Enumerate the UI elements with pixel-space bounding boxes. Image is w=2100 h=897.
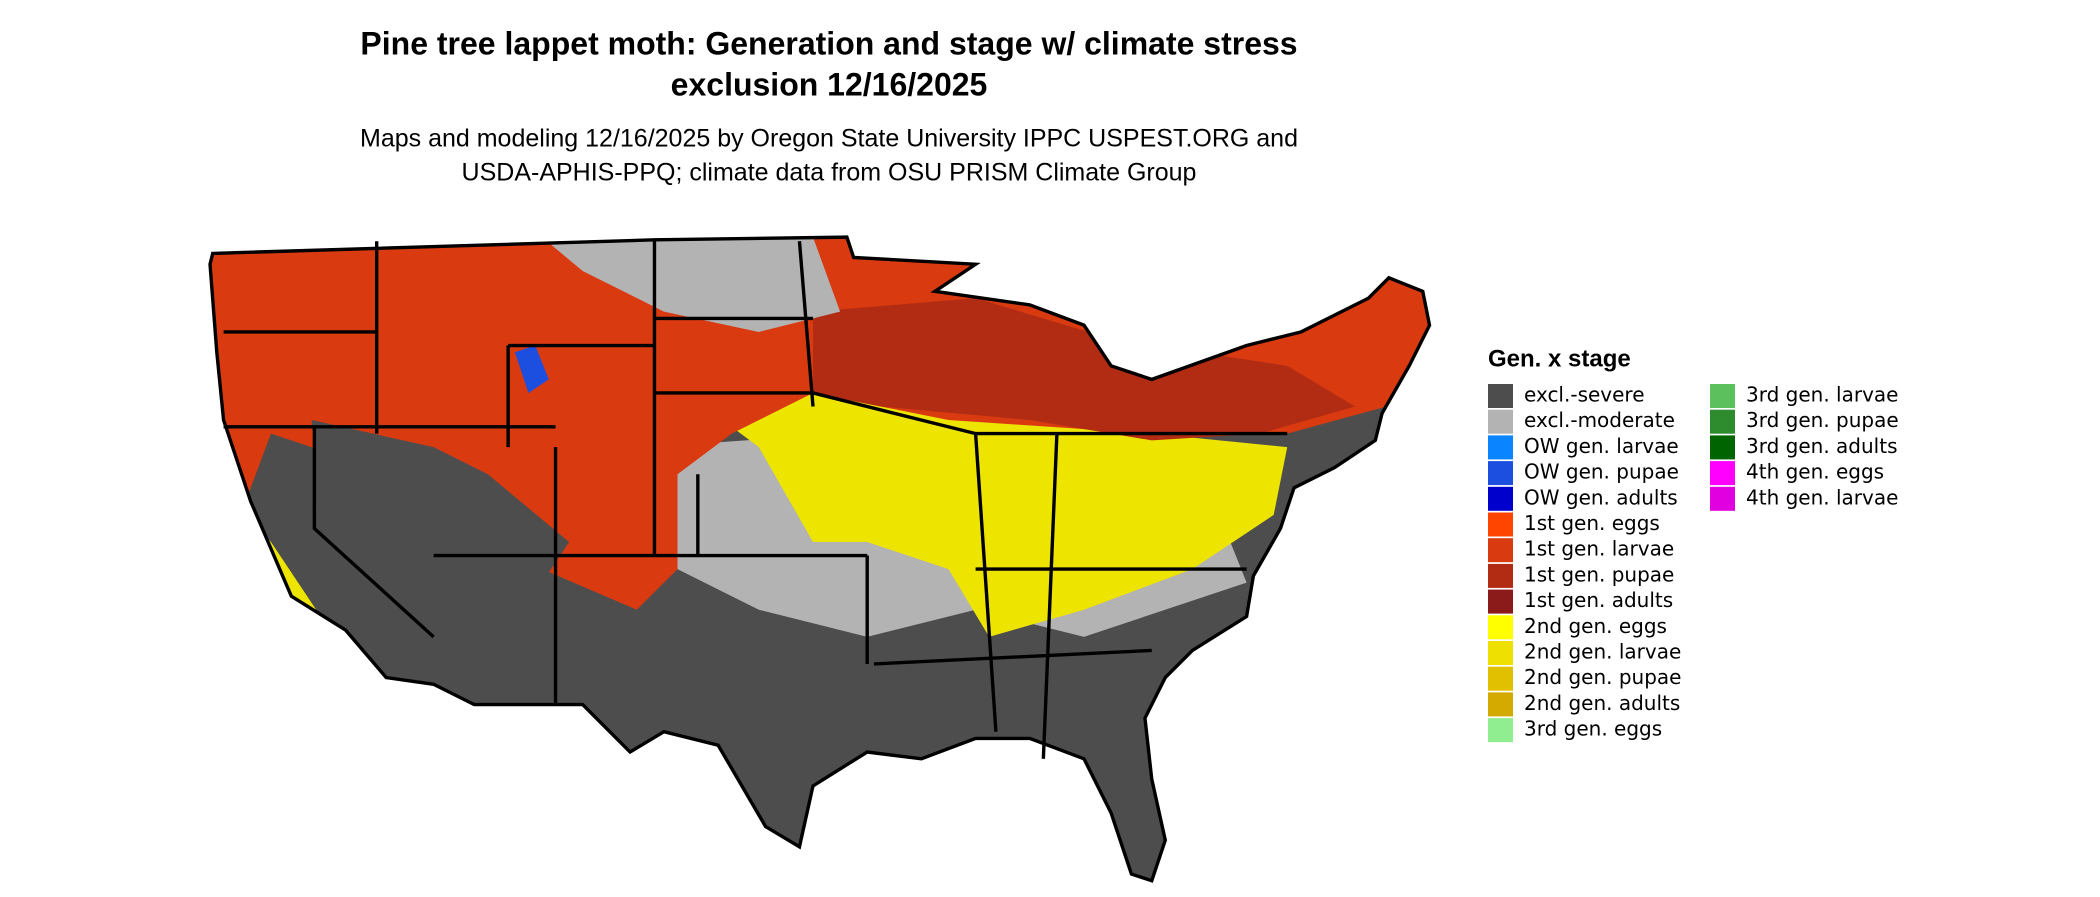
legend-title: Gen. x stage xyxy=(1488,345,1631,372)
legend-label: 3rd gen. eggs xyxy=(1524,717,1662,741)
legend-swatch xyxy=(1710,384,1735,408)
legend-label: 2nd gen. adults xyxy=(1524,691,1680,715)
legend-swatch xyxy=(1488,615,1513,640)
legend-swatch xyxy=(1488,435,1513,460)
us-map xyxy=(208,235,1432,883)
legend-label: 2nd gen. larvae xyxy=(1524,640,1681,664)
legend-label: 1st gen. pupae xyxy=(1524,562,1674,586)
legend-label: 1st gen. eggs xyxy=(1524,511,1660,535)
legend-swatch xyxy=(1488,409,1513,434)
legend-label: 1st gen. larvae xyxy=(1524,537,1674,561)
legend-label: 2nd gen. eggs xyxy=(1524,614,1667,638)
legend-label: excl.-severe xyxy=(1524,383,1645,407)
legend-swatch xyxy=(1710,435,1735,460)
subtitle: USDA-APHIS-PPQ; climate data from OSU PR… xyxy=(462,159,1197,187)
legend-swatch xyxy=(1488,486,1513,511)
legend-label: OW gen. pupae xyxy=(1524,460,1679,484)
legend-label: excl.-moderate xyxy=(1524,408,1675,432)
legend-label: 2nd gen. pupae xyxy=(1524,665,1681,689)
legend-swatch xyxy=(1488,538,1513,563)
title: Pine tree lappet moth: Generation and st… xyxy=(360,25,1297,61)
legend-swatch xyxy=(1488,589,1513,614)
legend-label: 4th gen. larvae xyxy=(1746,485,1898,509)
legend-swatch xyxy=(1488,718,1513,743)
legend-label: 3rd gen. adults xyxy=(1746,434,1897,458)
legend-swatch xyxy=(1488,692,1513,717)
legend-swatch xyxy=(1488,384,1513,408)
legend-label: 4th gen. eggs xyxy=(1746,460,1884,484)
legend-swatch xyxy=(1710,461,1735,486)
legend-swatch xyxy=(1488,563,1513,588)
subtitle: Maps and modeling 12/16/2025 by Oregon S… xyxy=(360,125,1298,153)
legend-swatch xyxy=(1488,666,1513,691)
state-borders xyxy=(208,235,1432,883)
legend-swatch xyxy=(1488,512,1513,537)
legend-label: OW gen. larvae xyxy=(1524,434,1679,458)
legend-label: 3rd gen. pupae xyxy=(1746,408,1899,432)
legend-swatch xyxy=(1488,461,1513,486)
legend-swatch xyxy=(1710,409,1735,434)
legend-label: OW gen. adults xyxy=(1524,485,1678,509)
legend-swatch xyxy=(1488,641,1513,665)
legend-label: 1st gen. adults xyxy=(1524,588,1673,612)
legend-swatch xyxy=(1710,486,1735,511)
title: exclusion 12/16/2025 xyxy=(671,66,988,102)
legend-label: 3rd gen. larvae xyxy=(1746,383,1898,407)
